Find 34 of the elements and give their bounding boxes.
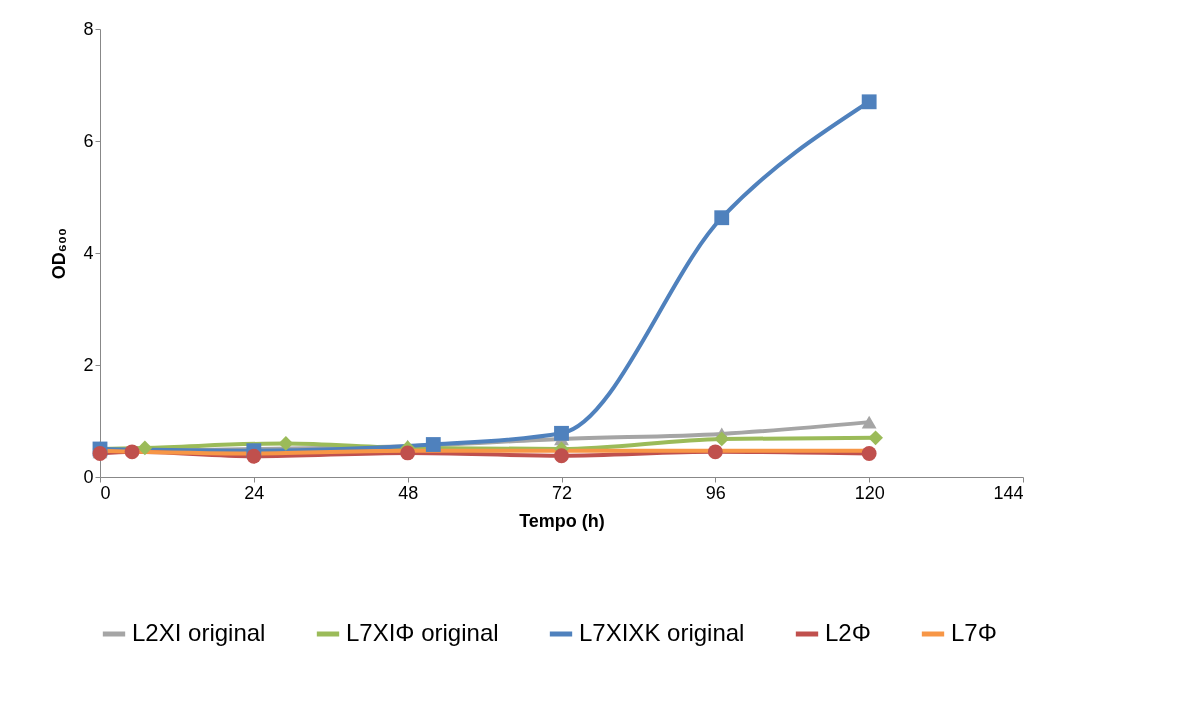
point <box>714 431 730 447</box>
point <box>425 437 441 452</box>
point <box>861 446 877 461</box>
legend-label: L2Φ <box>825 619 871 646</box>
legend-label: L7XIXK original <box>579 619 745 646</box>
point <box>124 444 140 460</box>
y-tick-label: 6 <box>83 130 94 151</box>
point <box>400 445 416 461</box>
point <box>861 415 877 429</box>
y-tick-label: 0 <box>83 466 94 487</box>
x-tick-label: 96 <box>705 482 726 503</box>
x-tick-label: 144 <box>993 482 1024 503</box>
point <box>554 448 569 464</box>
y-tick-label: 8 <box>83 18 94 39</box>
point <box>714 210 730 226</box>
y-tick-label: 4 <box>83 242 94 263</box>
y-axis-title: OD₆₀₀ <box>49 227 70 280</box>
y-tick-label: 2 <box>83 354 94 375</box>
x-tick-label: 72 <box>551 482 573 503</box>
point <box>278 435 294 451</box>
point <box>868 430 883 446</box>
legend-label: L2XI original <box>132 619 266 646</box>
x-tick-label: 120 <box>854 482 885 503</box>
point <box>554 425 569 441</box>
x-tick-label: 0 <box>100 482 111 503</box>
x-axis-title: Tempo (h) <box>519 510 605 531</box>
point <box>246 448 262 464</box>
x-tick-label: 24 <box>244 482 265 503</box>
legend-label: L7XIΦ original <box>346 619 499 646</box>
point <box>137 440 153 456</box>
x-tick-label: 48 <box>398 482 419 503</box>
point <box>707 444 723 460</box>
point <box>861 94 877 110</box>
legend-label: L7Φ <box>951 619 997 646</box>
